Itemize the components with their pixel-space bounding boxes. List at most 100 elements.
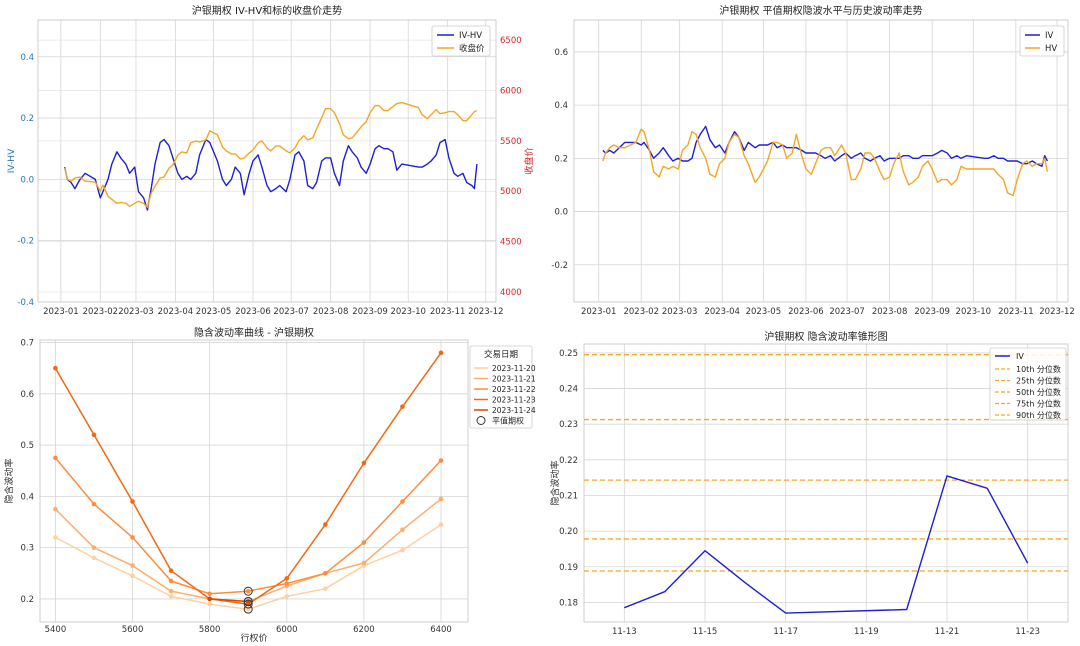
legend-label: 收盘价 (459, 43, 485, 54)
x-tick-label: 2023-03 (662, 307, 698, 317)
y-tick-label: 0.19 (559, 563, 578, 573)
y-tick-label: 0.23 (559, 420, 578, 430)
y2-axis-label: 收盘价 (523, 147, 535, 174)
x-tick-label: 2023-10 (956, 307, 992, 317)
y-tick-label: 0.6 (20, 390, 34, 400)
legend-label: 2023-11-24 (492, 406, 536, 415)
y-tick-label: -0.2 (551, 261, 568, 271)
legend-label: HV (1045, 44, 1057, 54)
data-point (130, 573, 135, 579)
atm-marker (243, 596, 253, 606)
x-tick-label: 2023-03 (118, 307, 154, 317)
y2-tick-label: 6000 (500, 87, 522, 97)
legend-label: 2023-11-21 (492, 375, 536, 384)
data-point (323, 522, 328, 527)
legend-label: 25th 分位数 (1016, 376, 1061, 386)
data-point (130, 535, 135, 540)
x-tick-label: 11-15 (693, 627, 718, 637)
x-tick-label: 11-17 (773, 627, 798, 637)
legend-atm-marker (476, 416, 486, 425)
chart-iv-cone: 11-13 11-15 11-17 11-19 11-21 11-23 0.18 0.19 0.… (549, 330, 1069, 637)
data-point (168, 578, 174, 584)
data-point (53, 535, 58, 540)
y-tick-label: 0.0 (20, 175, 34, 185)
x-tick-label: 2023-06 (235, 307, 271, 317)
data-point (400, 499, 405, 504)
legend-label: 75th 分位数 (1016, 399, 1061, 409)
chart-iv-hv-level: 2023-01 2023-02 2023-03 2023-04 2023-05 2023-… (551, 4, 1074, 317)
data-point (438, 522, 444, 527)
data-point (91, 432, 97, 438)
atm-marker (243, 586, 253, 596)
data-point (168, 588, 174, 594)
data-point (53, 455, 58, 461)
x-tick-label: 2023-02 (83, 307, 119, 317)
y-tick-label: 0.21 (559, 491, 578, 501)
y2-tick-label: 4000 (500, 288, 522, 298)
y-axis-label: 隐含波动率 (549, 460, 561, 505)
data-point (323, 586, 328, 591)
chart-iv-smile: 5400 5600 5800 6000 6200 6400 0.2 0.3 0.4 0.5 0.6 0… (3, 326, 536, 644)
legend-label: 90th 分位数 (1016, 410, 1061, 420)
legend-box (1019, 25, 1065, 57)
x-tick-label: 2023-08 (872, 307, 908, 317)
y-tick-label: 0.6 (554, 48, 568, 58)
x-tick-label: 6000 (276, 625, 298, 635)
x-tick-label: 2023-01 (581, 307, 617, 317)
y-tick-label: -0.4 (17, 298, 34, 308)
data-point (400, 547, 405, 553)
legend-label: 2023-11-22 (492, 385, 536, 394)
data-point (91, 545, 97, 550)
y-tick-label: 0.4 (20, 53, 34, 63)
y-tick-label: 0.7 (20, 339, 34, 349)
x-tick-label: 5400 (45, 625, 67, 635)
chart-title: 沪银期权 平值期权隐波水平与历史波动率走势 (719, 4, 922, 17)
data-point (53, 506, 58, 512)
data-point (168, 594, 174, 599)
data-point (91, 501, 97, 507)
y-tick-label: 0.22 (559, 456, 578, 466)
y-tick-label: 0.4 (554, 101, 568, 111)
data-point (91, 555, 97, 561)
series-line (54, 457, 442, 595)
series-line (55, 523, 442, 610)
data-point (168, 568, 174, 574)
legend-label: 2023-11-23 (492, 396, 536, 405)
y-tick-label: 0.2 (20, 114, 34, 124)
y-tick-label: 0.3 (20, 544, 34, 554)
y-axis-label: 隐含波动率 (3, 458, 15, 503)
data-point (361, 560, 367, 566)
legend-label: 10th 分位数 (1016, 364, 1061, 374)
data-point (284, 576, 290, 581)
series-line (624, 475, 1029, 614)
x-axis-label: 行权价 (240, 632, 267, 644)
data-point (323, 570, 328, 576)
y-axis-label: IV-HV (7, 148, 17, 173)
y-tick-label: 0.0 (554, 208, 568, 218)
y2-tick-label: 6500 (500, 36, 522, 46)
y-tick-label: 0.2 (20, 595, 34, 605)
data-point (130, 499, 135, 504)
plot-frame (583, 343, 1069, 623)
y-tick-label: 0.4 (20, 492, 34, 502)
x-tick-label: 2023-07 (273, 307, 309, 317)
data-point (438, 350, 444, 356)
data-point (400, 527, 405, 533)
data-point (284, 581, 290, 586)
atm-marker (243, 599, 253, 609)
data-point (361, 460, 367, 466)
x-tick-label: 2023-05 (196, 307, 232, 317)
x-tick-label: 2023-07 (829, 307, 865, 317)
x-tick-label: 5800 (199, 625, 221, 635)
x-tick-label: 11-21 (935, 627, 960, 637)
plot-frame (39, 339, 469, 623)
y-tick-label: 0.25 (559, 349, 578, 359)
series-line (602, 125, 1049, 168)
legend-box (989, 347, 1067, 421)
legend-label: IV (1045, 31, 1054, 41)
data-point (207, 596, 212, 602)
y-tick-label: 0.2 (554, 154, 568, 164)
data-point (438, 496, 444, 502)
x-tick-label: 11-23 (1015, 627, 1040, 637)
